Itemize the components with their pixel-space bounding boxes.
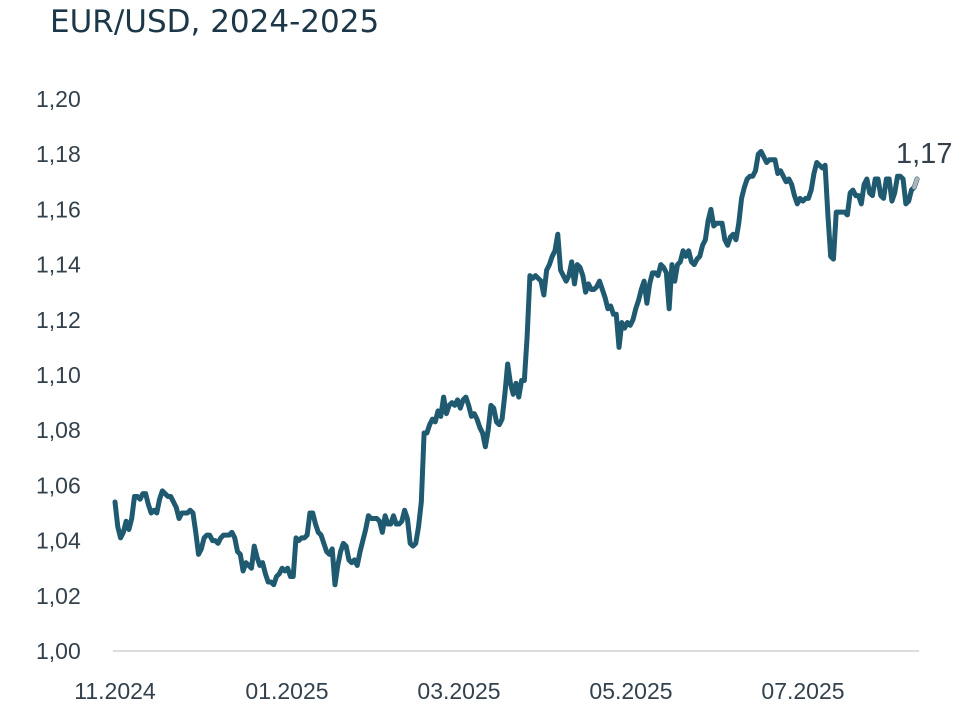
- x-tick-label: 11.2024: [74, 678, 156, 704]
- last-value-label: 1,17: [896, 138, 952, 170]
- y-tick-label: 1,12: [36, 307, 81, 333]
- y-tick-label: 1,18: [36, 141, 81, 167]
- y-axis-tick-labels: 1,00 1,02 1,04 1,06 1,08 1,10 1,12 1,14 1,16 1,18…: [36, 86, 81, 664]
- y-tick-label: 1,14: [36, 252, 81, 278]
- x-tick-label: 07.2025: [761, 678, 844, 704]
- y-tick-label: 1,10: [36, 362, 81, 388]
- series-line-end-highlight: [912, 177, 919, 190]
- y-tick-label: 1,04: [36, 528, 81, 554]
- y-tick-label: 1,20: [36, 86, 81, 112]
- x-tick-label: 01.2025: [245, 678, 328, 704]
- y-tick-label: 1,06: [36, 472, 81, 498]
- x-axis-tick-labels: 11.2024 01.2025 03.2025 05.2025 07.2025: [74, 678, 844, 704]
- y-tick-label: 1,16: [36, 196, 81, 222]
- y-tick-label: 1,02: [36, 583, 81, 609]
- x-tick-label: 03.2025: [417, 678, 500, 704]
- series-line-eur-usd: [112, 148, 920, 588]
- y-tick-label: 1,08: [36, 417, 81, 443]
- y-tick-label: 1,00: [36, 638, 81, 664]
- x-tick-label: 05.2025: [589, 678, 672, 704]
- chart-title: EUR/USD, 2024-2025: [50, 4, 379, 40]
